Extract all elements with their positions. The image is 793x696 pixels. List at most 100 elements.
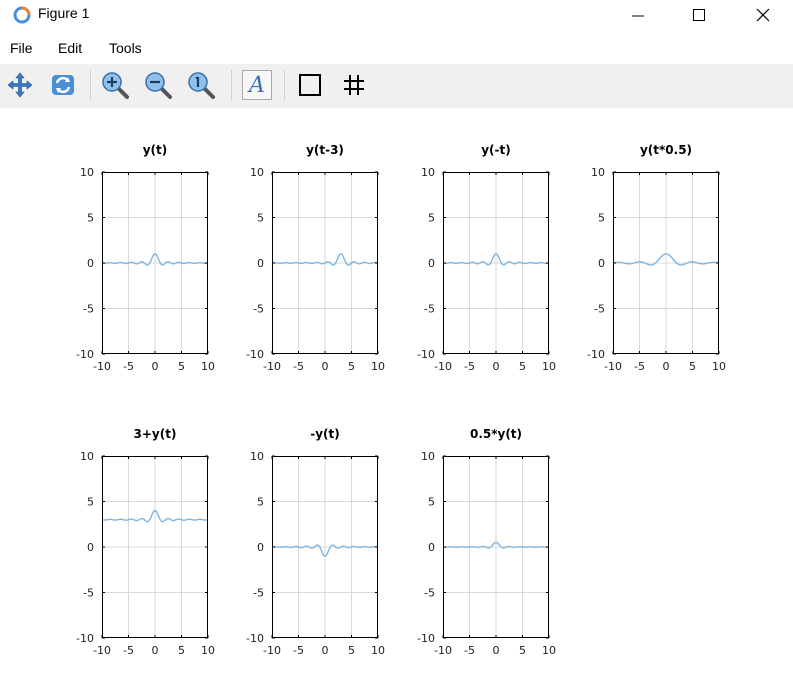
text-tool-label: A (249, 72, 265, 98)
y-tick-label: 10 (250, 166, 264, 179)
x-tick-label: 0 (322, 360, 329, 373)
x-tick-label: 5 (178, 360, 185, 373)
y-tick-label: 5 (87, 212, 94, 225)
x-tick-label: -5 (293, 360, 304, 373)
zoom-out-icon (145, 72, 172, 99)
y-tick-label: -5 (253, 587, 264, 600)
series-line (442, 253, 550, 266)
pan-icon (7, 72, 33, 98)
subplot-title: y(t*0.5) (640, 143, 692, 157)
y-tick-label: 0 (428, 257, 435, 270)
grid-icon (344, 75, 364, 95)
zoom-reset-icon (188, 72, 215, 99)
subplot-6[interactable]: -10 -5 0 5 10 10 5 0 -5 -10 -y(t) (246, 427, 385, 657)
app-icon (13, 6, 31, 24)
y-tick-label: 0 (598, 257, 605, 270)
close-icon (756, 8, 770, 22)
y-tick-label: 5 (428, 212, 435, 225)
x-tick-label: 5 (178, 644, 185, 657)
menu-edit[interactable]: Edit (58, 40, 83, 56)
minimize-icon (632, 15, 644, 17)
x-tick-label: 0 (322, 644, 329, 657)
toolbar-separator (231, 70, 232, 100)
x-tick-label: -10 (604, 360, 622, 373)
subplot-title: 3+y(t) (134, 427, 177, 441)
subplot-title: y(t) (143, 143, 168, 157)
series-line (271, 253, 379, 266)
y-tick-label: 5 (87, 496, 94, 509)
y-tick-label: 10 (591, 166, 605, 179)
subplot-7[interactable]: -10 -5 0 5 10 10 5 0 -5 -10 0.5*y(t) (417, 427, 556, 657)
y-tick-label: -10 (246, 348, 264, 361)
y-tick-label: 0 (87, 541, 94, 554)
y-tick-label: -5 (253, 303, 264, 316)
x-tick-label: 10 (371, 360, 385, 373)
y-tick-label: -5 (424, 587, 435, 600)
subplot-5[interactable]: -10 -5 0 5 10 10 5 0 -5 -10 3+y(t) (76, 427, 215, 657)
subplot-title: y(-t) (481, 143, 511, 157)
y-tick-label: -10 (246, 632, 264, 645)
x-tick-label: -5 (634, 360, 645, 373)
x-tick-label: 0 (493, 644, 500, 657)
maximize-icon (693, 9, 705, 21)
subplot-title: 0.5*y(t) (470, 427, 522, 441)
series-line (442, 541, 550, 549)
x-tick-label: -10 (93, 360, 111, 373)
menu-tools[interactable]: Tools (109, 40, 142, 56)
rotate-button[interactable] (47, 69, 79, 101)
y-tick-label: 0 (87, 257, 94, 270)
axes-box-button[interactable] (294, 69, 326, 101)
rotate-icon (52, 75, 74, 95)
title-bar: Figure 1 (0, 0, 793, 30)
minimize-button[interactable] (615, 0, 661, 30)
y-tick-label: 0 (428, 541, 435, 554)
y-tick-label: -10 (417, 348, 435, 361)
zoom-in-icon (102, 72, 129, 99)
x-tick-label: -10 (93, 644, 111, 657)
zoom-out-button[interactable] (142, 69, 174, 101)
y-tick-label: -10 (76, 632, 94, 645)
x-tick-label: -5 (464, 644, 475, 657)
toolbar-separator (90, 70, 91, 100)
subplot-2[interactable]: -10 -5 0 5 10 10 5 0 -5 -10 y(t-3) (246, 143, 385, 373)
y-tick-label: -5 (83, 303, 94, 316)
pan-button[interactable] (4, 69, 36, 101)
maximize-button[interactable] (676, 0, 722, 30)
x-tick-label: -5 (123, 644, 134, 657)
y-tick-label: 10 (80, 450, 94, 463)
subplot-4[interactable]: -10 -5 0 5 10 10 5 0 -5 -10 y(t*0.5) (587, 143, 726, 373)
zoom-in-button[interactable] (99, 69, 131, 101)
x-tick-label: 10 (371, 644, 385, 657)
close-button[interactable] (740, 0, 786, 30)
x-tick-label: 0 (663, 360, 670, 373)
series-line (612, 253, 720, 266)
x-tick-label: 5 (689, 360, 696, 373)
x-tick-label: 10 (542, 360, 556, 373)
y-tick-label: -5 (594, 303, 605, 316)
zoom-reset-button[interactable] (185, 69, 217, 101)
y-tick-label: -5 (83, 587, 94, 600)
figure-canvas[interactable]: -10 -5 0 5 10 10 5 0 -5 -10 y(t) -10 -5 0 5 10 10 5 0 -5 -10… (0, 108, 793, 696)
axes-box-icon (299, 74, 321, 96)
x-tick-label: 10 (542, 644, 556, 657)
y-tick-label: 0 (257, 257, 264, 270)
text-button[interactable]: A (241, 69, 273, 101)
x-tick-label: 10 (712, 360, 726, 373)
subplot-1[interactable]: -10 -5 0 5 10 10 5 0 -5 -10 y(t) (76, 143, 215, 373)
y-tick-label: 10 (250, 450, 264, 463)
y-tick-label: 10 (421, 166, 435, 179)
menu-file[interactable]: File (10, 40, 33, 56)
x-tick-label: -10 (263, 360, 281, 373)
x-tick-label: 5 (519, 644, 526, 657)
grid-button[interactable] (338, 69, 370, 101)
y-tick-label: -10 (76, 348, 94, 361)
x-tick-label: -5 (293, 644, 304, 657)
x-tick-label: 0 (493, 360, 500, 373)
subplot-3[interactable]: -10 -5 0 5 10 10 5 0 -5 -10 y(-t) (417, 143, 556, 373)
x-tick-label: 0 (152, 644, 159, 657)
subplot-title: -y(t) (310, 427, 340, 441)
series-line (101, 509, 209, 523)
subplot-title: y(t-3) (306, 143, 344, 157)
y-tick-label: 5 (257, 212, 264, 225)
x-tick-label: -5 (123, 360, 134, 373)
